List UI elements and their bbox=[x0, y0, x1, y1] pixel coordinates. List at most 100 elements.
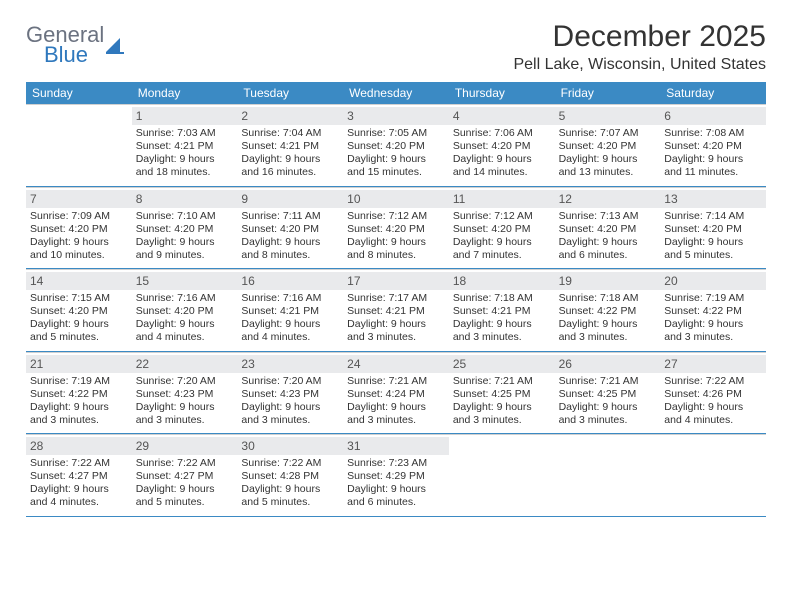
day-dl2: and 9 minutes. bbox=[136, 249, 234, 262]
day-dl2: and 3 minutes. bbox=[453, 331, 551, 344]
day-sr: Sunrise: 7:15 AM bbox=[30, 292, 128, 305]
day-ss: Sunset: 4:20 PM bbox=[30, 305, 128, 318]
month-title: December 2025 bbox=[513, 20, 766, 54]
day-ss: Sunset: 4:20 PM bbox=[136, 223, 234, 236]
day-cell: 30Sunrise: 7:22 AMSunset: 4:28 PMDayligh… bbox=[237, 434, 343, 516]
day-number: 7 bbox=[26, 190, 132, 208]
day-number: 10 bbox=[343, 190, 449, 208]
calendar-page: General Blue December 2025 Pell Lake, Wi… bbox=[0, 0, 792, 537]
week-row: 1Sunrise: 7:03 AMSunset: 4:21 PMDaylight… bbox=[26, 104, 766, 187]
day-cell: 22 Sunrise: 7:20 AMSunset: 4:23 PMDayligh… bbox=[132, 352, 238, 434]
day-sr: Sunrise: 7:21 AM bbox=[453, 375, 551, 388]
day-dl2: and 3 minutes. bbox=[136, 414, 234, 427]
day-ss: Sunset: 4:20 PM bbox=[664, 140, 762, 153]
calendar: Sunday Monday Tuesday Wednesday Thursday… bbox=[26, 82, 766, 517]
day-cell: 15Sunrise: 7:16 AMSunset: 4:20 PMDayligh… bbox=[132, 269, 238, 351]
weekday-wed: Wednesday bbox=[343, 82, 449, 104]
day-sr: Sunrise: 7:08 AM bbox=[664, 127, 762, 140]
day-number: 31 bbox=[343, 437, 449, 455]
day-ss: Sunset: 4:28 PM bbox=[241, 470, 339, 483]
day-ss: Sunset: 4:21 PM bbox=[347, 305, 445, 318]
day-dl2: and 10 minutes. bbox=[30, 249, 128, 262]
day-dl1: Daylight: 9 hours bbox=[241, 153, 339, 166]
day-dl1: Daylight: 9 hours bbox=[664, 318, 762, 331]
day-dl2: and 3 minutes. bbox=[241, 414, 339, 427]
header: General Blue December 2025 Pell Lake, Wi… bbox=[26, 20, 766, 74]
day-cell: 6Sunrise: 7:08 AMSunset: 4:20 PMDaylight… bbox=[660, 104, 766, 186]
day-dl1: Daylight: 9 hours bbox=[241, 236, 339, 249]
day-dl1: Daylight: 9 hours bbox=[559, 401, 657, 414]
week-row: 21Sunrise: 7:19 AMSunset: 4:22 PMDayligh… bbox=[26, 352, 766, 435]
day-sr: Sunrise: 7:03 AM bbox=[136, 127, 234, 140]
day-dl2: and 4 minutes. bbox=[30, 496, 128, 509]
weekday-header: Sunday Monday Tuesday Wednesday Thursday… bbox=[26, 82, 766, 104]
day-cell: 5Sunrise: 7:07 AMSunset: 4:20 PMDaylight… bbox=[555, 104, 661, 186]
day-cell: 13Sunrise: 7:14 AMSunset: 4:20 PMDayligh… bbox=[660, 187, 766, 269]
day-number: 5 bbox=[555, 107, 661, 125]
day-number: 24 bbox=[343, 355, 449, 373]
day-sr: Sunrise: 7:22 AM bbox=[241, 457, 339, 470]
day-dl1: Daylight: 9 hours bbox=[136, 401, 234, 414]
day-dl2: and 5 minutes. bbox=[30, 331, 128, 344]
day-ss: Sunset: 4:23 PM bbox=[136, 388, 234, 401]
day-sr: Sunrise: 7:18 AM bbox=[559, 292, 657, 305]
day-ss: Sunset: 4:29 PM bbox=[347, 470, 445, 483]
day-ss: Sunset: 4:25 PM bbox=[559, 388, 657, 401]
day-cell bbox=[555, 434, 661, 516]
day-sr: Sunrise: 7:20 AM bbox=[136, 375, 234, 388]
day-cell: 9Sunrise: 7:11 AMSunset: 4:20 PMDaylight… bbox=[237, 187, 343, 269]
day-dl1: Daylight: 9 hours bbox=[453, 318, 551, 331]
day-cell: 11Sunrise: 7:12 AMSunset: 4:20 PMDayligh… bbox=[449, 187, 555, 269]
day-number: 15 bbox=[132, 272, 238, 290]
day-sr: Sunrise: 7:05 AM bbox=[347, 127, 445, 140]
day-cell: 7Sunrise: 7:09 AMSunset: 4:20 PMDaylight… bbox=[26, 187, 132, 269]
day-cell: 17Sunrise: 7:17 AMSunset: 4:21 PMDayligh… bbox=[343, 269, 449, 351]
day-ss: Sunset: 4:24 PM bbox=[347, 388, 445, 401]
day-sr: Sunrise: 7:22 AM bbox=[136, 457, 234, 470]
day-ss: Sunset: 4:22 PM bbox=[559, 305, 657, 318]
day-number: 19 bbox=[555, 272, 661, 290]
day-dl2: and 3 minutes. bbox=[347, 414, 445, 427]
day-dl1: Daylight: 9 hours bbox=[453, 153, 551, 166]
day-number: 30 bbox=[237, 437, 343, 455]
day-sr: Sunrise: 7:12 AM bbox=[453, 210, 551, 223]
day-dl2: and 3 minutes. bbox=[559, 414, 657, 427]
logo-text: General Blue bbox=[26, 24, 104, 66]
day-cell: 24Sunrise: 7:21 AMSunset: 4:24 PMDayligh… bbox=[343, 352, 449, 434]
day-ss: Sunset: 4:20 PM bbox=[136, 305, 234, 318]
day-dl1: Daylight: 9 hours bbox=[664, 153, 762, 166]
day-cell bbox=[449, 434, 555, 516]
day-number: 1 bbox=[132, 107, 238, 125]
day-number: 9 bbox=[237, 190, 343, 208]
day-dl2: and 8 minutes. bbox=[347, 249, 445, 262]
day-sr: Sunrise: 7:22 AM bbox=[30, 457, 128, 470]
weekday-mon: Monday bbox=[132, 82, 238, 104]
day-number: 13 bbox=[660, 190, 766, 208]
day-sr: Sunrise: 7:09 AM bbox=[30, 210, 128, 223]
day-dl1: Daylight: 9 hours bbox=[453, 236, 551, 249]
day-ss: Sunset: 4:20 PM bbox=[347, 140, 445, 153]
week-row: 14Sunrise: 7:15 AMSunset: 4:20 PMDayligh… bbox=[26, 269, 766, 352]
day-cell: 16Sunrise: 7:16 AMSunset: 4:21 PMDayligh… bbox=[237, 269, 343, 351]
day-number: 8 bbox=[132, 190, 238, 208]
day-dl2: and 4 minutes. bbox=[241, 331, 339, 344]
day-sr: Sunrise: 7:16 AM bbox=[241, 292, 339, 305]
day-dl1: Daylight: 9 hours bbox=[30, 318, 128, 331]
day-ss: Sunset: 4:20 PM bbox=[559, 140, 657, 153]
day-number: 28 bbox=[26, 437, 132, 455]
day-number: 22 bbox=[132, 355, 238, 373]
day-cell: 18Sunrise: 7:18 AMSunset: 4:21 PMDayligh… bbox=[449, 269, 555, 351]
day-cell: 4Sunrise: 7:06 AMSunset: 4:20 PMDaylight… bbox=[449, 104, 555, 186]
day-dl1: Daylight: 9 hours bbox=[559, 318, 657, 331]
day-number: 17 bbox=[343, 272, 449, 290]
logo-word-blue: Blue bbox=[44, 44, 104, 66]
day-number: 23 bbox=[237, 355, 343, 373]
day-ss: Sunset: 4:27 PM bbox=[30, 470, 128, 483]
day-dl2: and 3 minutes. bbox=[664, 331, 762, 344]
day-dl2: and 3 minutes. bbox=[347, 331, 445, 344]
day-ss: Sunset: 4:22 PM bbox=[30, 388, 128, 401]
day-sr: Sunrise: 7:11 AM bbox=[241, 210, 339, 223]
day-dl1: Daylight: 9 hours bbox=[347, 483, 445, 496]
day-dl1: Daylight: 9 hours bbox=[136, 236, 234, 249]
day-cell: 8Sunrise: 7:10 AMSunset: 4:20 PMDaylight… bbox=[132, 187, 238, 269]
